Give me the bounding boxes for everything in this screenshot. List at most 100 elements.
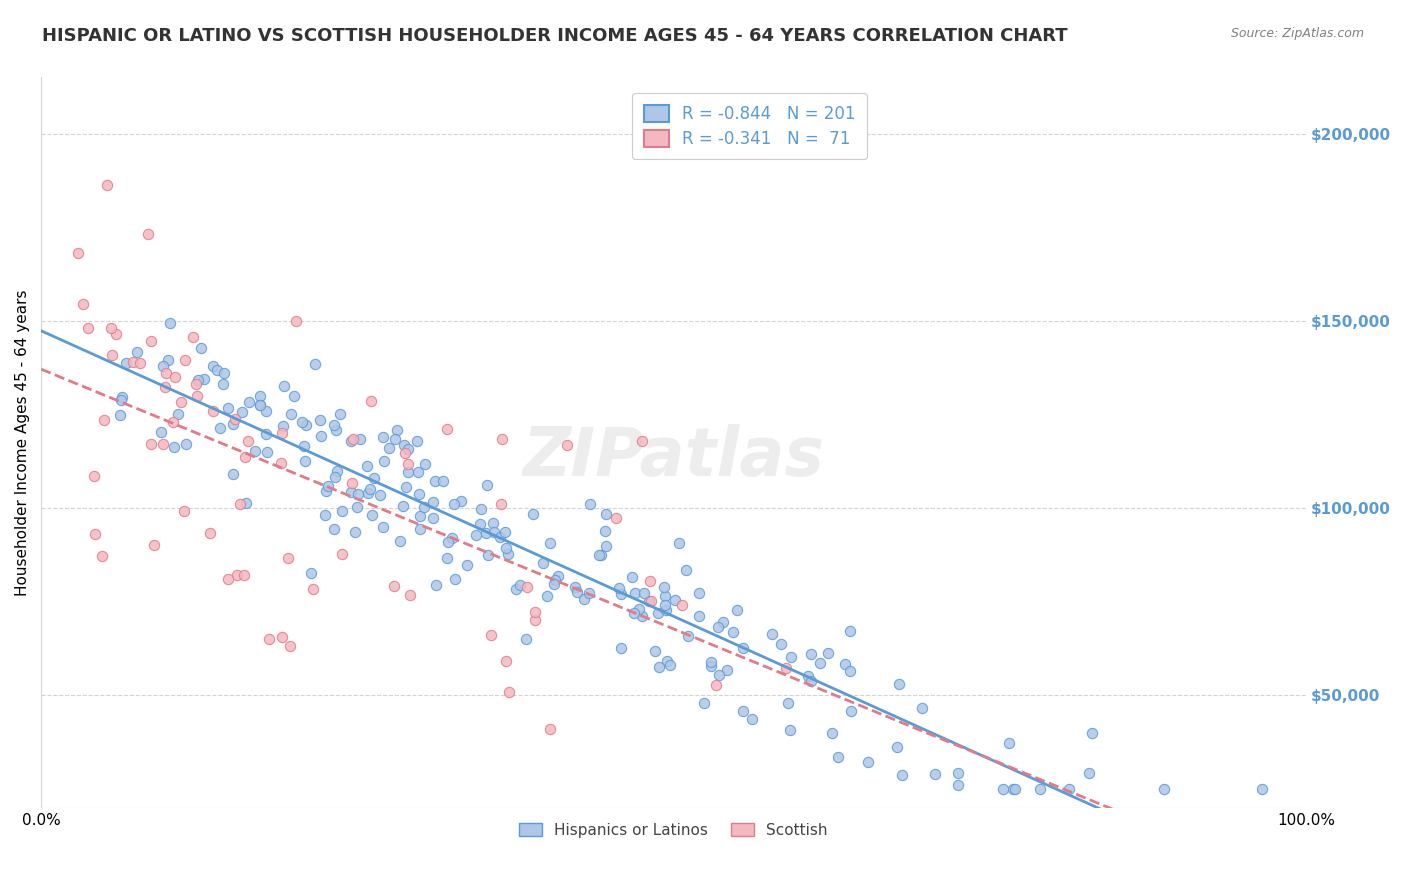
Point (214, 366, 236, 380)
Point (538, 722, 561, 736)
Point (654, 589, 676, 603)
Point (346, 500, 368, 515)
Point (494, 524, 516, 539)
Point (821, 726, 844, 740)
Point (991, 782, 1014, 797)
Point (436, 421, 458, 435)
Point (162, 416, 184, 430)
Point (193, 372, 215, 386)
Point (187, 373, 209, 387)
Point (378, 441, 401, 455)
Point (76, 320, 98, 334)
Point (776, 696, 799, 710)
Point (655, 603, 678, 617)
Point (90, 549, 112, 563)
Point (415, 457, 437, 471)
Point (316, 479, 339, 493)
Point (482, 516, 505, 531)
Point (495, 654, 517, 668)
Point (543, 577, 565, 591)
Point (470, 501, 492, 516)
Point (839, 704, 862, 718)
Point (249, 389, 271, 403)
Point (637, 593, 659, 607)
Point (66, 246, 89, 260)
Point (1004, 782, 1026, 797)
Point (394, 445, 416, 459)
Point (371, 520, 394, 534)
Point (644, 644, 666, 658)
Point (595, 540, 617, 554)
Point (141, 437, 163, 451)
Point (125, 344, 148, 359)
Point (538, 535, 561, 549)
Point (399, 589, 422, 603)
Point (946, 765, 969, 780)
Point (409, 509, 432, 524)
Point (226, 567, 249, 582)
Point (249, 398, 271, 412)
Point (489, 530, 512, 544)
Point (547, 569, 569, 583)
Point (713, 615, 735, 630)
Point (624, 586, 647, 600)
Point (671, 598, 693, 612)
Point (479, 627, 502, 641)
Point (155, 367, 177, 381)
Point (273, 379, 295, 393)
Point (340, 484, 363, 499)
Point (150, 425, 173, 440)
Point (136, 227, 159, 241)
Point (396, 457, 419, 471)
Point (301, 582, 323, 597)
Point (329, 407, 352, 421)
Point (489, 497, 512, 511)
Point (890, 768, 912, 782)
Point (129, 356, 152, 370)
Point (676, 629, 699, 643)
Point (141, 334, 163, 348)
Point (437, 535, 460, 549)
Point (564, 580, 586, 594)
Point (330, 504, 353, 518)
Point (245, 443, 267, 458)
Point (1251, 782, 1274, 797)
Point (769, 637, 792, 651)
Point (342, 476, 364, 491)
Point (330, 547, 353, 561)
Point (170, 395, 193, 409)
Point (142, 538, 165, 552)
Point (761, 626, 783, 640)
Point (174, 353, 197, 368)
Point (357, 486, 380, 500)
Point (322, 418, 344, 433)
Point (396, 466, 419, 480)
Point (271, 630, 294, 644)
Point (122, 355, 145, 369)
Point (325, 464, 347, 478)
Point (422, 494, 444, 508)
Point (675, 564, 697, 578)
Point (295, 418, 318, 433)
Point (340, 434, 363, 448)
Point (238, 395, 260, 409)
Point (475, 526, 498, 541)
Point (800, 673, 823, 688)
Point (100, 348, 122, 362)
Point (578, 497, 600, 511)
Point (159, 316, 181, 330)
Point (536, 589, 558, 603)
Point (477, 548, 499, 562)
Point (658, 657, 681, 672)
Point (565, 584, 588, 599)
Point (155, 380, 177, 394)
Point (688, 608, 710, 623)
Point (440, 531, 463, 545)
Point (291, 415, 314, 429)
Point (709, 668, 731, 682)
Point (343, 524, 366, 539)
Point (688, 586, 710, 600)
Point (389, 533, 412, 548)
Point (704, 678, 727, 692)
Point (889, 677, 911, 691)
